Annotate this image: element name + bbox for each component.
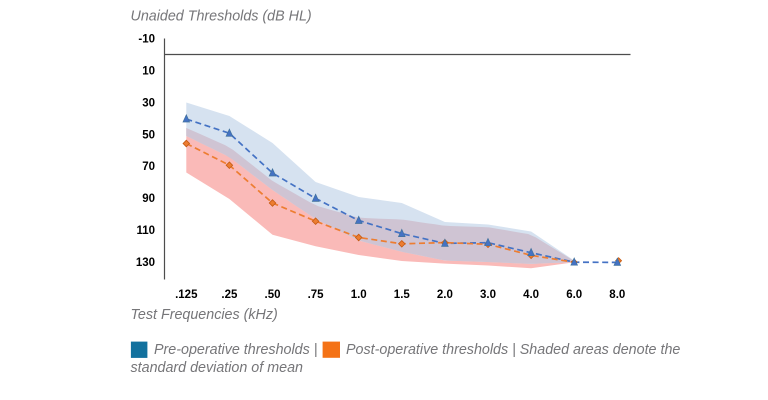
svg-text:10: 10 xyxy=(142,66,155,78)
svg-text:.25: .25 xyxy=(221,289,238,301)
svg-text:70: 70 xyxy=(142,161,155,173)
svg-text:4.0: 4.0 xyxy=(523,289,539,301)
svg-text:1.5: 1.5 xyxy=(394,289,411,301)
svg-text:6.0: 6.0 xyxy=(566,289,582,301)
svg-text:50: 50 xyxy=(142,129,155,141)
svg-text:3.0: 3.0 xyxy=(480,289,496,301)
svg-text:.125: .125 xyxy=(175,289,198,301)
svg-text:Post-operative thresholds | Sh: Post-operative thresholds | Shaded areas… xyxy=(346,342,680,358)
svg-text:Unaided Thresholds (dB HL): Unaided Thresholds (dB HL) xyxy=(131,8,312,24)
svg-text:Test Frequencies (kHz): Test Frequencies (kHz) xyxy=(131,307,278,323)
svg-text:Pre-operative thresholds |: Pre-operative thresholds | xyxy=(154,342,317,358)
svg-text:1.0: 1.0 xyxy=(351,289,367,301)
svg-text:90: 90 xyxy=(142,193,155,205)
svg-text:8.0: 8.0 xyxy=(609,289,625,301)
svg-text:30: 30 xyxy=(142,97,155,109)
svg-text:standard deviation of mean: standard deviation of mean xyxy=(131,360,304,376)
svg-text:130: 130 xyxy=(136,257,155,269)
svg-text:.50: .50 xyxy=(265,289,281,301)
svg-text:-10: -10 xyxy=(138,34,155,46)
svg-text:2.0: 2.0 xyxy=(437,289,453,301)
svg-text:110: 110 xyxy=(136,225,155,237)
svg-text:.75: .75 xyxy=(308,289,325,301)
